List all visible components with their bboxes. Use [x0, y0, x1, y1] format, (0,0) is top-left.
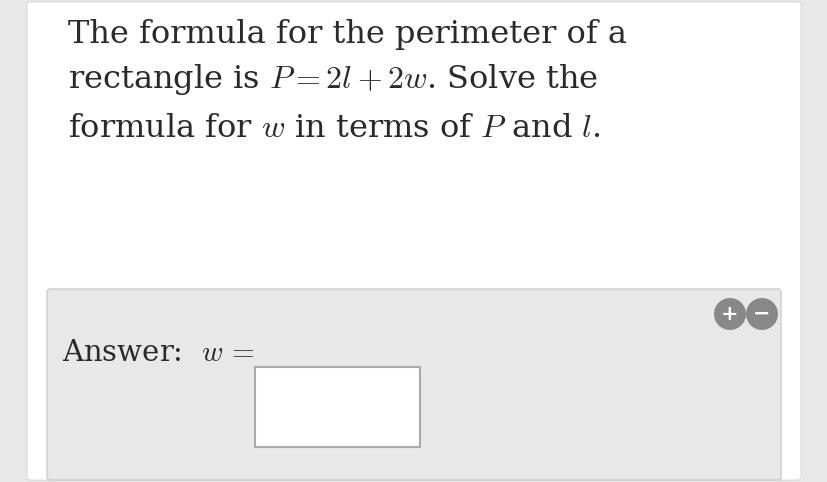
Circle shape: [745, 298, 777, 330]
Text: Answer:  $w\, =$: Answer: $w\, =$: [62, 339, 254, 367]
Text: formula for $w$ in terms of $P$ and $l$.: formula for $w$ in terms of $P$ and $l$.: [68, 113, 600, 144]
FancyBboxPatch shape: [47, 289, 780, 480]
FancyBboxPatch shape: [27, 2, 800, 480]
Text: +: +: [720, 304, 738, 324]
Circle shape: [713, 298, 745, 330]
Text: The formula for the perimeter of a: The formula for the perimeter of a: [68, 19, 626, 50]
Text: rectangle is $P = 2l + 2w$. Solve the: rectangle is $P = 2l + 2w$. Solve the: [68, 62, 597, 97]
Bar: [255, 367, 419, 447]
Text: −: −: [753, 304, 770, 324]
